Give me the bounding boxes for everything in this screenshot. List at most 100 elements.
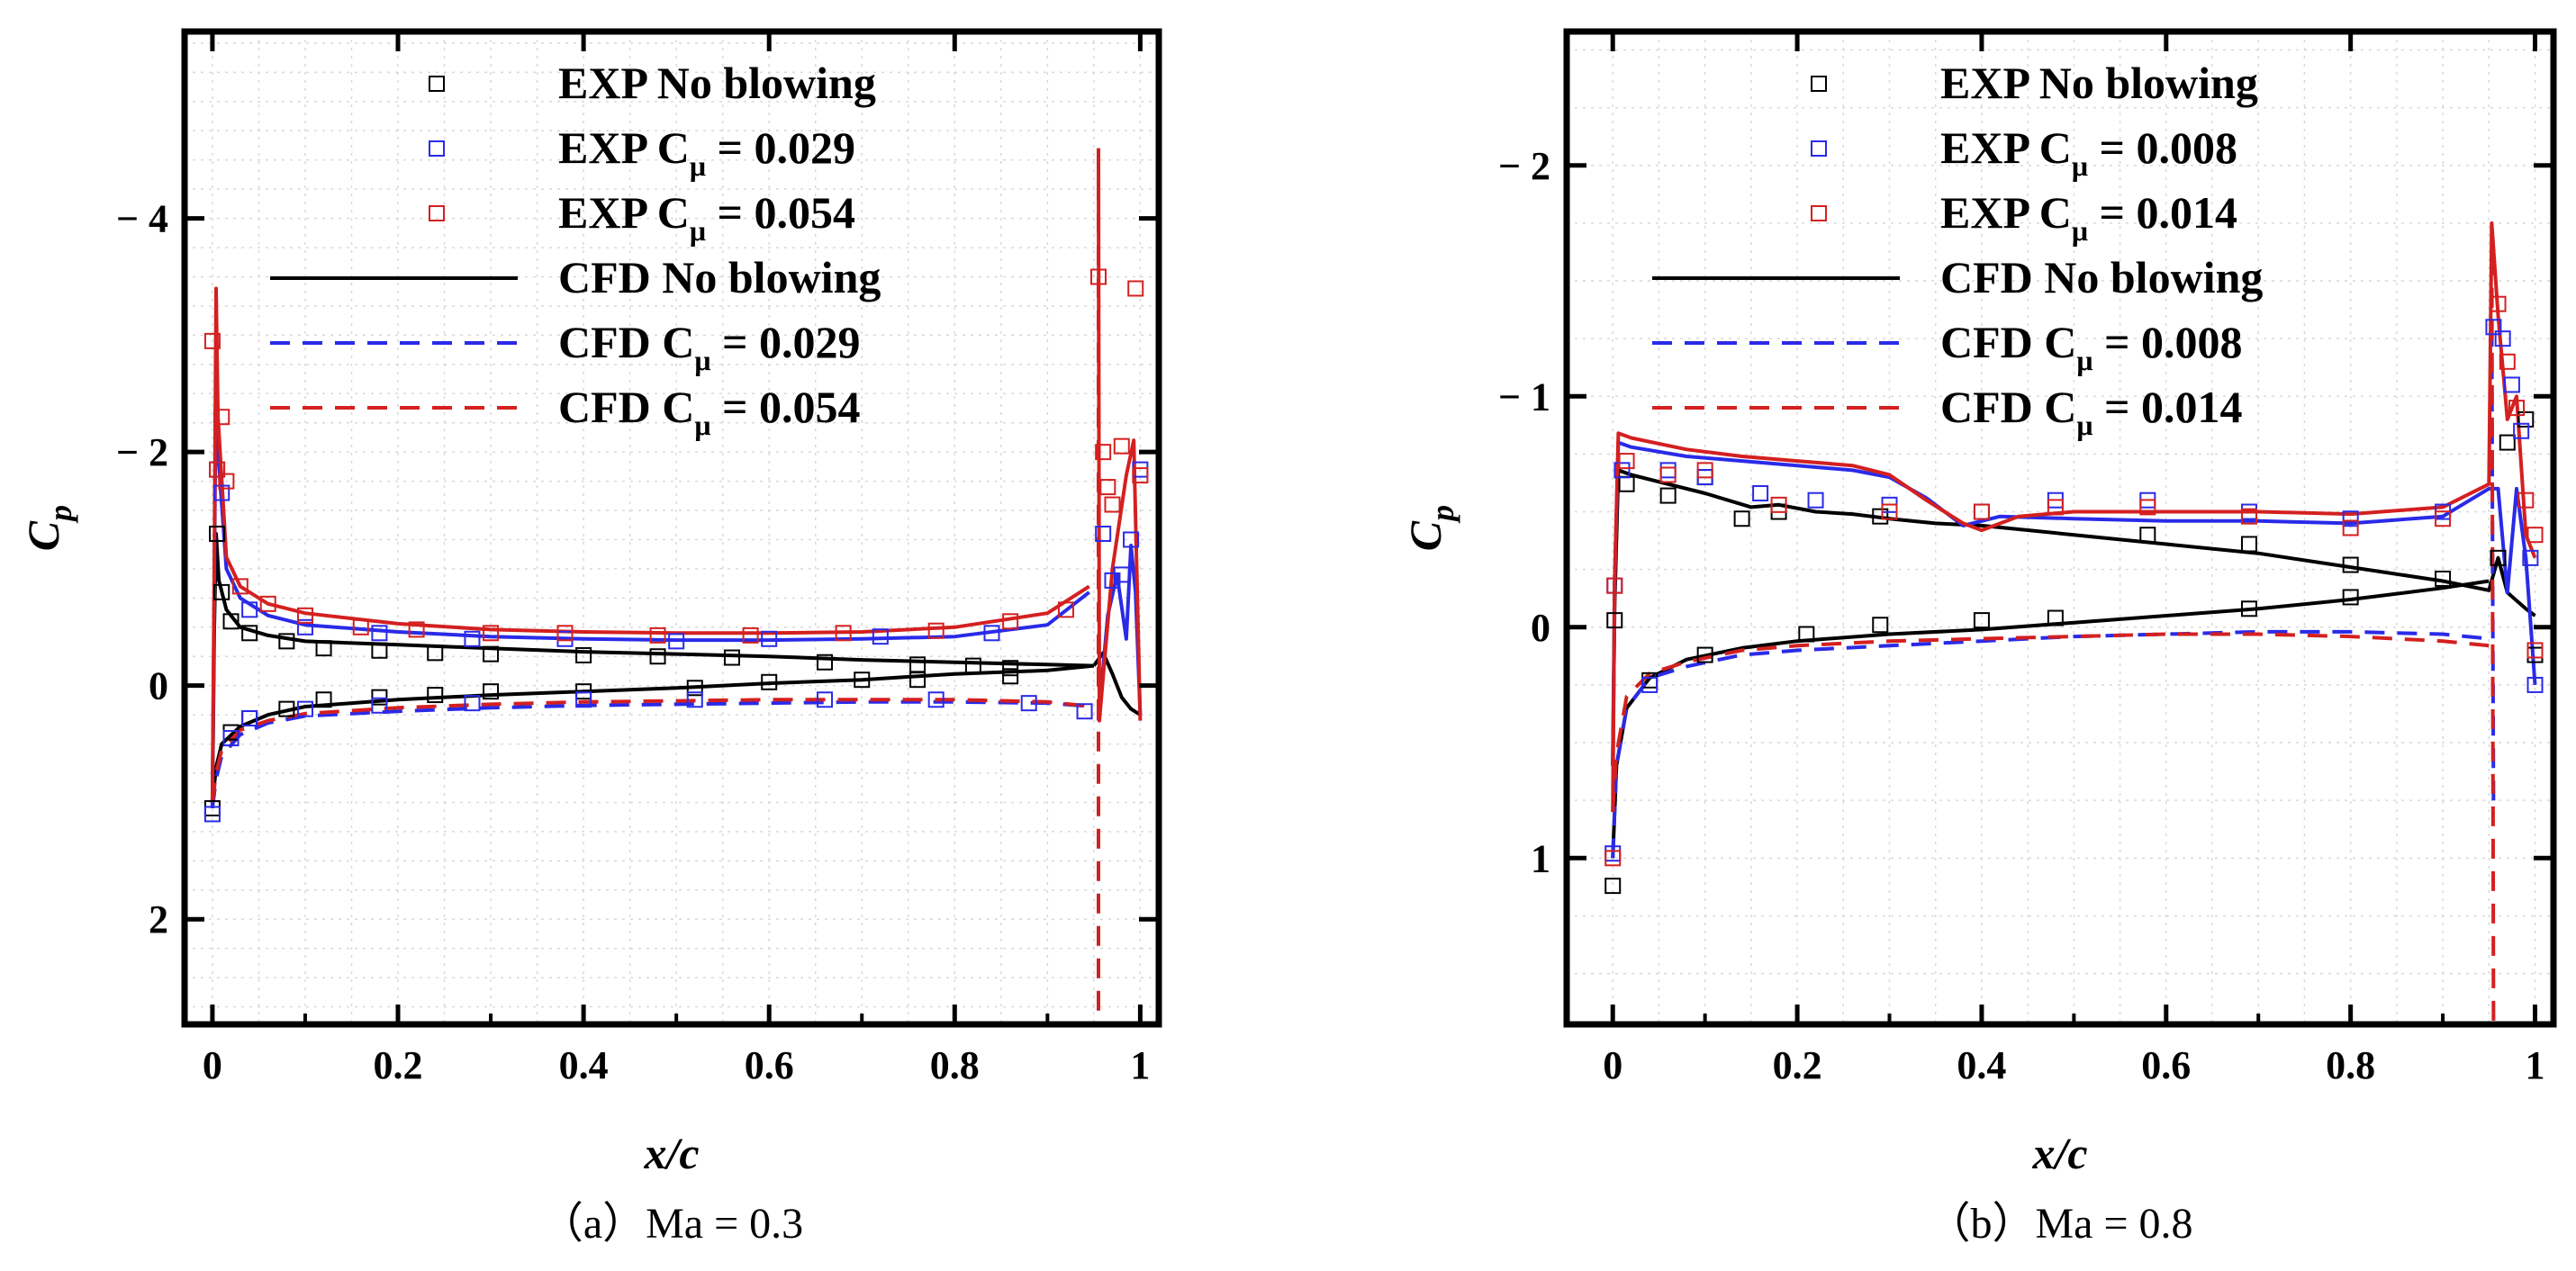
legend-value: = 0.008 bbox=[2088, 122, 2237, 173]
y-axis-title-sub: p bbox=[1424, 505, 1460, 524]
data-marker-2-2 bbox=[213, 409, 230, 426]
data-marker-1-10 bbox=[464, 630, 481, 647]
data-marker-1-2 bbox=[213, 484, 230, 501]
legend-entry-0: EXP No blowing bbox=[558, 58, 876, 108]
data-marker-0-10 bbox=[1872, 508, 1889, 525]
legend-prefix: CFD C bbox=[558, 317, 694, 367]
legend-marker-0 bbox=[1811, 76, 1827, 92]
legend-main: No blowing bbox=[657, 58, 876, 108]
legend-entry-2: EXP Cμ = 0.054 bbox=[558, 187, 855, 247]
data-marker-0-29 bbox=[1002, 668, 1019, 685]
legend-marker-2 bbox=[429, 205, 445, 221]
data-marker-2-20 bbox=[1104, 496, 1121, 513]
data-marker-2-9 bbox=[2139, 499, 2156, 516]
legend-prefix: EXP C bbox=[558, 187, 690, 238]
legend-sub: μ bbox=[690, 214, 706, 247]
x-tick-label: 1 bbox=[1130, 1043, 1150, 1087]
data-marker-0-15 bbox=[2240, 536, 2257, 553]
figure-caption: （b）Ma = 0.8 bbox=[1927, 1200, 2192, 1248]
x-tick-label: 0 bbox=[1603, 1043, 1622, 1087]
data-marker-1-26 bbox=[1123, 531, 1140, 548]
data-marker-1-4 bbox=[1659, 462, 1677, 479]
data-marker-2-14 bbox=[2499, 353, 2516, 370]
series-line-7-0 bbox=[210, 698, 1095, 803]
data-marker-0-5 bbox=[241, 625, 258, 642]
data-marker-1-6 bbox=[296, 618, 313, 636]
data-marker-2-17 bbox=[2526, 527, 2544, 544]
data-marker-0-1 bbox=[1606, 612, 1623, 629]
y-tick-label: − 2 bbox=[1498, 144, 1550, 188]
legend-sub: μ bbox=[2076, 409, 2092, 441]
x-tick-label: 1 bbox=[2526, 1043, 2545, 1087]
data-marker-2-1 bbox=[209, 461, 226, 478]
data-marker-0-11 bbox=[1872, 617, 1889, 634]
data-marker-2-6 bbox=[1881, 503, 1898, 520]
legend-marker-1 bbox=[1811, 140, 1827, 157]
data-marker-0-10 bbox=[315, 691, 332, 708]
series-group bbox=[203, 148, 1149, 1024]
y-axis-title-sub: p bbox=[42, 505, 78, 524]
legend-prefix: EXP C bbox=[1940, 187, 2072, 238]
data-marker-0-11 bbox=[371, 642, 388, 659]
chart-panel-b: 0 0.2 0.4 0.6 0.8 1 − 2 − 1 0 1 x/c Cp EXP No blowin… bbox=[1400, 28, 2557, 1248]
data-marker-2-22 bbox=[1127, 280, 1144, 297]
legend-entry-4: CFD Cμ = 0.008 bbox=[1940, 317, 2243, 376]
x-tick-label: 0.2 bbox=[374, 1043, 423, 1087]
data-marker-2-16 bbox=[1057, 601, 1074, 618]
series-line-3-1 bbox=[210, 663, 1095, 803]
data-marker-0-18 bbox=[2342, 589, 2359, 606]
data-marker-0-27 bbox=[964, 657, 981, 674]
data-marker-0-17 bbox=[2342, 556, 2359, 573]
data-marker-1-7 bbox=[296, 700, 313, 717]
data-marker-2-10 bbox=[556, 625, 574, 642]
data-marker-2-21 bbox=[1113, 437, 1130, 455]
data-marker-0-19 bbox=[649, 648, 666, 665]
legend-main: No blowing bbox=[2044, 252, 2263, 302]
series-line-3-1 bbox=[1611, 579, 2490, 859]
data-marker-2-7 bbox=[352, 618, 369, 636]
series-line-6-1 bbox=[1097, 148, 1143, 723]
data-marker-1-0 bbox=[203, 806, 221, 823]
data-marker-1-16 bbox=[761, 630, 778, 647]
x-tick-label: 0.4 bbox=[559, 1043, 609, 1087]
x-tick-label: 0.4 bbox=[1957, 1043, 2006, 1087]
data-marker-2-7 bbox=[1973, 503, 1990, 520]
data-marker-2-12 bbox=[742, 626, 759, 644]
data-marker-0-7 bbox=[278, 633, 295, 650]
series-line-3-0 bbox=[210, 532, 1094, 803]
legend-entry-1: EXP Cμ = 0.008 bbox=[1940, 122, 2237, 182]
data-marker-0-21 bbox=[723, 649, 740, 666]
y-tick-label: − 4 bbox=[116, 197, 168, 241]
data-marker-0-13 bbox=[427, 645, 444, 662]
legend-sub: μ bbox=[694, 344, 710, 376]
plot-frame bbox=[181, 28, 1162, 1028]
data-marker-1-7 bbox=[1807, 491, 1824, 509]
legend-main: No blowing bbox=[662, 252, 881, 302]
data-marker-2-17 bbox=[1090, 268, 1107, 285]
data-marker-0-15 bbox=[483, 645, 500, 663]
data-marker-0-12 bbox=[1973, 612, 1990, 629]
series-group bbox=[1604, 221, 2544, 1024]
legend-marker-0 bbox=[429, 76, 445, 92]
data-marker-2-23 bbox=[1132, 467, 1149, 484]
data-marker-0-18 bbox=[575, 683, 592, 700]
data-marker-2-3 bbox=[218, 473, 235, 490]
data-marker-2-0 bbox=[1604, 850, 1622, 867]
series-line-6-0 bbox=[1611, 221, 2537, 813]
x-axis-title: x/c bbox=[643, 1128, 699, 1178]
data-marker-0-17 bbox=[575, 646, 592, 663]
data-marker-0-26 bbox=[909, 672, 926, 689]
data-marker-2-5 bbox=[1770, 496, 1787, 513]
y-tick-label: − 1 bbox=[1498, 374, 1550, 419]
legend-sub: μ bbox=[2072, 214, 2088, 247]
legend-entry-3: CFD No blowing bbox=[558, 252, 881, 302]
legend-value: = 0.054 bbox=[706, 187, 855, 238]
data-marker-1-19 bbox=[927, 691, 945, 708]
data-marker-1-6 bbox=[1752, 485, 1769, 502]
data-marker-0-22 bbox=[761, 673, 778, 690]
series-line-5-0 bbox=[1611, 629, 2490, 859]
data-marker-1-9 bbox=[371, 697, 388, 714]
legend-entry-1: EXP Cμ = 0.029 bbox=[558, 122, 855, 182]
